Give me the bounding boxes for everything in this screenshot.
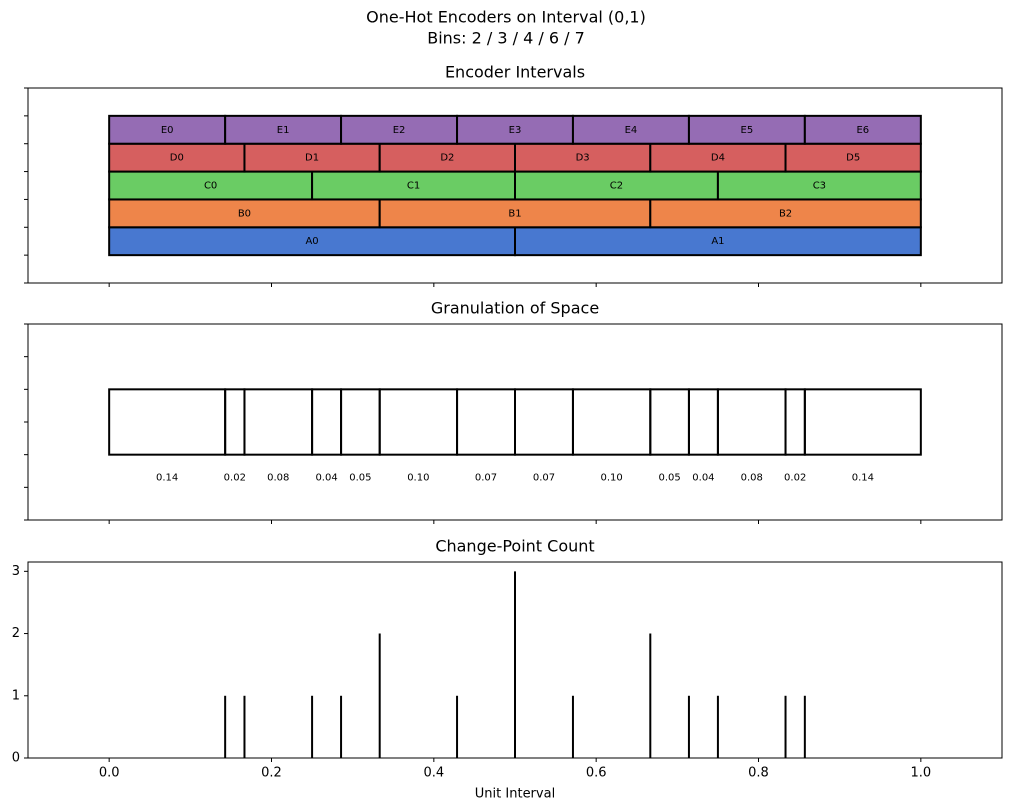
interval-label: D1	[305, 153, 319, 164]
interval	[514, 226, 922, 257]
axes-title: Change-Point Count	[435, 537, 594, 556]
interval-label: E3	[509, 125, 522, 136]
granule	[687, 388, 719, 456]
axes-frame	[27, 561, 1003, 759]
granule-width-label: 0.07	[533, 473, 555, 484]
interval-label: D2	[440, 153, 454, 164]
y-tick-label: 2	[12, 626, 20, 641]
interval-label: D3	[576, 153, 590, 164]
granule-width-label: 0.05	[658, 473, 680, 484]
axes-title: Encoder Intervals	[445, 63, 585, 82]
interval-label: E1	[277, 125, 290, 136]
x-tick-label: 1.0	[910, 766, 931, 781]
granule	[108, 388, 227, 456]
granule	[716, 388, 787, 456]
granule-width-label: 0.14	[156, 473, 178, 484]
axes-frame	[27, 87, 1003, 284]
interval-label: E5	[741, 125, 754, 136]
interval-label: B2	[779, 208, 792, 219]
granule-width-label: 0.08	[267, 473, 289, 484]
x-axis-label: Unit Interval	[475, 787, 555, 802]
granule	[784, 388, 806, 456]
axes-title: Granulation of Space	[431, 299, 599, 318]
y-tick-label: 3	[12, 564, 20, 579]
granule	[803, 388, 922, 456]
interval-label: E6	[856, 125, 869, 136]
granule-width-label: 0.05	[349, 473, 371, 484]
granule	[340, 388, 381, 456]
interval	[649, 198, 922, 229]
granule-width-label: 0.02	[224, 473, 246, 484]
x-tick-label: 0.8	[748, 766, 769, 781]
x-tick-label: 0.4	[423, 766, 444, 781]
granule	[311, 388, 343, 456]
interval-label: A0	[305, 236, 318, 247]
granule-width-label: 0.07	[475, 473, 497, 484]
interval-label: D5	[846, 153, 860, 164]
interval-label: A1	[711, 236, 724, 247]
x-tick-label: 0.2	[261, 766, 282, 781]
granule-width-label: 0.14	[852, 473, 874, 484]
granule-width-label: 0.08	[741, 473, 763, 484]
interval-label: D0	[170, 153, 184, 164]
granule-width-label: 0.04	[315, 473, 337, 484]
interval	[571, 114, 690, 145]
y-tick-label: 0	[12, 751, 20, 766]
granule	[456, 388, 516, 456]
interval-label: B1	[508, 208, 521, 219]
interval	[311, 170, 517, 201]
interval	[784, 142, 922, 173]
granule	[378, 388, 459, 456]
interval-label: E4	[625, 125, 638, 136]
axes-frame	[27, 323, 1003, 521]
granule-width-label: 0.10	[600, 473, 622, 484]
granule	[649, 388, 690, 456]
granule	[243, 388, 314, 456]
interval	[803, 114, 922, 145]
interval	[716, 170, 922, 201]
granule	[514, 388, 574, 456]
interval	[514, 142, 652, 173]
interval-label: B0	[238, 208, 251, 219]
figure-title: One-Hot Encoders on Interval (0,1)	[366, 8, 646, 27]
granule	[571, 388, 652, 456]
interval-label: C3	[813, 181, 826, 192]
interval-label: C2	[610, 181, 623, 192]
granule-width-label: 0.04	[692, 473, 714, 484]
interval-label: C1	[407, 181, 420, 192]
interval	[514, 170, 719, 201]
granule-width-label: 0.10	[407, 473, 429, 484]
interval-label: E0	[161, 125, 174, 136]
interval	[108, 114, 227, 145]
interval-label: D4	[711, 153, 725, 164]
interval	[224, 114, 343, 145]
granule	[224, 388, 246, 456]
x-tick-label: 0.6	[586, 766, 607, 781]
interval	[649, 142, 787, 173]
x-tick-label: 0.0	[99, 766, 120, 781]
figure-subtitle: Bins: 2 / 3 / 4 / 6 / 7	[427, 29, 585, 48]
interval	[108, 170, 314, 201]
interval-label: E2	[393, 125, 406, 136]
granule-width-label: 0.02	[784, 473, 806, 484]
y-tick-label: 1	[12, 688, 20, 703]
interval-label: C0	[204, 181, 217, 192]
interval	[340, 114, 459, 145]
